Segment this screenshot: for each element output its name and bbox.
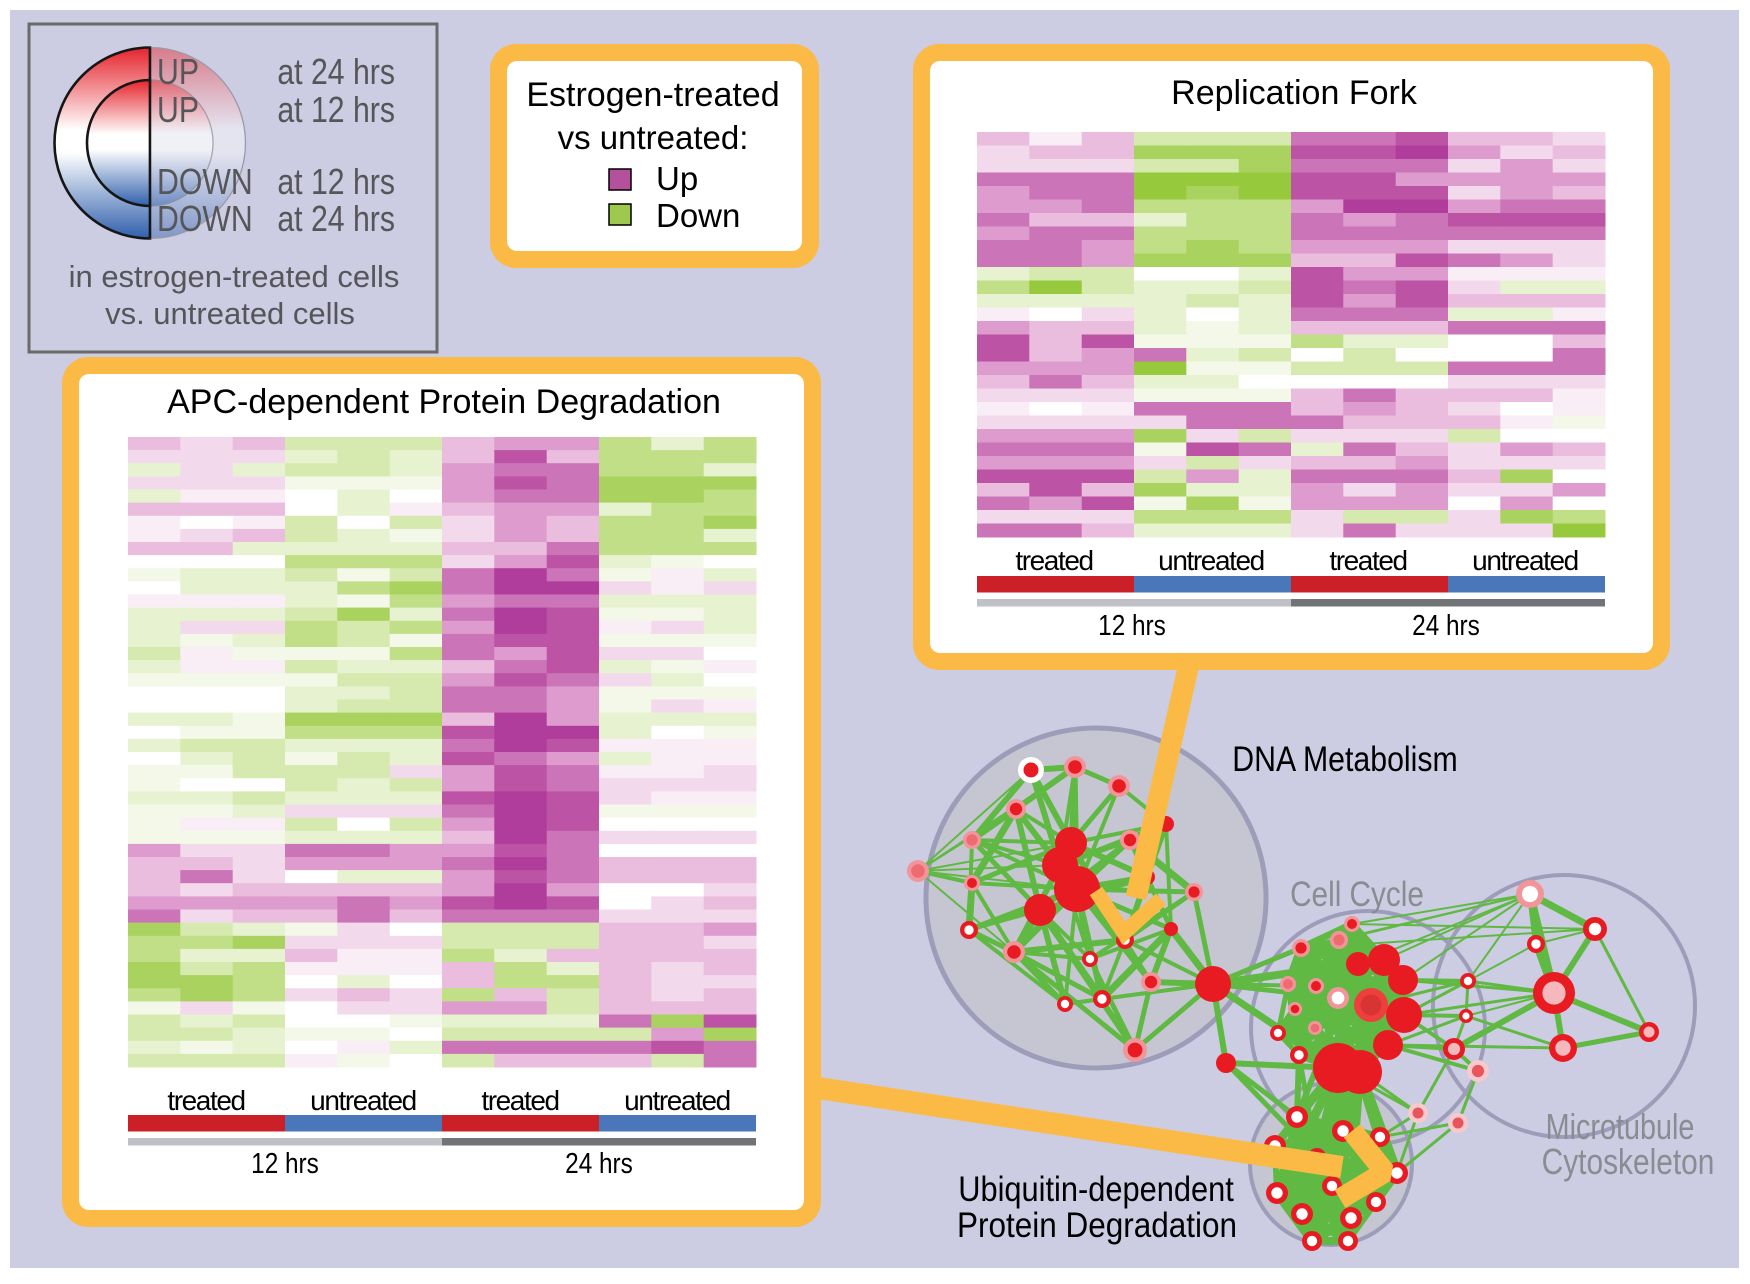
svg-text:Estrogen-treated: Estrogen-treated — [526, 76, 779, 114]
svg-text:treated: treated — [167, 1085, 244, 1116]
svg-text:untreated: untreated — [310, 1085, 416, 1116]
svg-text:Replication Fork: Replication Fork — [1171, 74, 1418, 112]
svg-text:at 12 hrs: at 12 hrs — [277, 91, 395, 131]
svg-text:treated: treated — [481, 1085, 558, 1116]
svg-text:DNA Metabolism: DNA Metabolism — [1232, 739, 1457, 779]
svg-text:vs. untreated cells: vs. untreated cells — [105, 296, 355, 331]
svg-text:treated: treated — [1015, 545, 1092, 576]
svg-text:untreated: untreated — [1472, 545, 1578, 576]
svg-text:12 hrs: 12 hrs — [1098, 609, 1166, 641]
svg-text:untreated: untreated — [624, 1085, 730, 1116]
svg-text:at 12 hrs: at 12 hrs — [277, 163, 395, 203]
svg-text:UP: UP — [157, 91, 199, 131]
svg-text:untreated: untreated — [1158, 545, 1264, 576]
svg-text:at 24 hrs: at 24 hrs — [277, 53, 395, 93]
svg-text:24 hrs: 24 hrs — [565, 1147, 633, 1179]
svg-text:DOWN: DOWN — [157, 163, 253, 203]
svg-text:treated: treated — [1329, 545, 1406, 576]
svg-text:vs untreated:: vs untreated: — [558, 119, 749, 156]
svg-text:in estrogen-treated cells: in estrogen-treated cells — [69, 259, 400, 294]
svg-text:12 hrs: 12 hrs — [251, 1147, 319, 1179]
svg-text:UP: UP — [157, 53, 199, 93]
svg-text:APC-dependent Protein Degradat: APC-dependent Protein Degradation — [167, 383, 721, 421]
svg-text:at 24 hrs: at 24 hrs — [277, 200, 395, 240]
svg-text:Microtubule: Microtubule — [1546, 1106, 1695, 1147]
svg-text:Protein Degradation: Protein Degradation — [957, 1207, 1237, 1246]
svg-text:Down: Down — [656, 197, 740, 234]
svg-text:Ubiquitin-dependent: Ubiquitin-dependent — [958, 1169, 1234, 1208]
svg-text:Cytoskeleton: Cytoskeleton — [1542, 1142, 1715, 1182]
svg-text:Cell Cycle: Cell Cycle — [1290, 875, 1424, 914]
svg-text:DOWN: DOWN — [157, 200, 253, 240]
svg-text:Up: Up — [656, 160, 698, 197]
svg-text:24 hrs: 24 hrs — [1412, 609, 1480, 641]
